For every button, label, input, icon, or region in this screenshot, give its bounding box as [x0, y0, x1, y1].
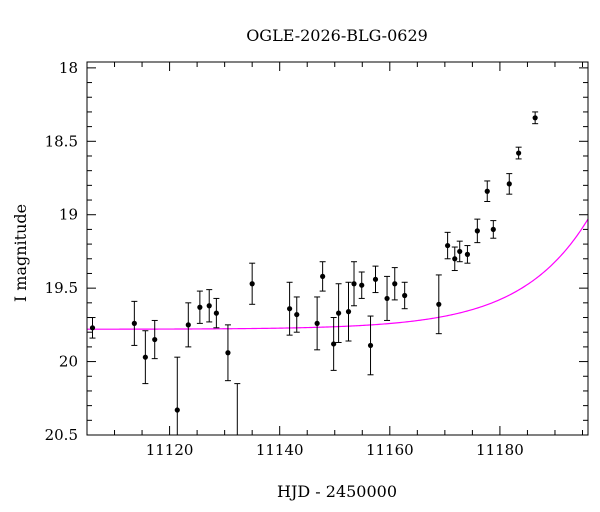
data-point [452, 256, 458, 262]
data-point [197, 304, 203, 310]
y-tick-label: 20.5 [45, 426, 78, 444]
data-point [287, 306, 293, 312]
data-point [206, 303, 212, 309]
data-point [131, 320, 137, 326]
x-tick-label: 11160 [366, 441, 414, 459]
y-axis-label: I magnitude [11, 204, 30, 302]
data-point [336, 310, 342, 316]
data-point [384, 295, 390, 302]
plot-frame [86, 61, 589, 436]
data-point [249, 281, 255, 287]
x-axis-label: HJD - 2450000 [277, 482, 397, 501]
data-point [474, 228, 480, 234]
data-point [142, 354, 148, 360]
data-point [314, 320, 320, 326]
data-point [351, 281, 357, 287]
data-point [152, 336, 158, 343]
data-point [457, 248, 463, 255]
data-point [294, 311, 300, 318]
y-tick-label: 18 [59, 59, 78, 77]
y-tick-label: 19 [59, 206, 78, 224]
data-point [235, 440, 240, 445]
data-point [213, 310, 219, 316]
x-tick-label: 11180 [476, 441, 524, 459]
data-point [445, 242, 451, 249]
x-tick-label: 11140 [256, 441, 304, 459]
data-point [402, 292, 408, 299]
data-points-layer [89, 111, 539, 445]
chart-title: OGLE-2026-BLG-0629 [246, 26, 428, 45]
model-curve [87, 218, 588, 330]
data-point [506, 181, 512, 187]
data-point [185, 322, 191, 328]
data-point [372, 276, 379, 282]
data-point [225, 350, 231, 356]
axis-ticks-layer: 11120 11140 11160 11180 18 18.5 19 19.5 20 20.5 [45, 59, 588, 459]
y-tick-label: 18.5 [45, 132, 78, 150]
data-point [490, 226, 496, 233]
data-point [174, 407, 180, 413]
data-point [89, 325, 96, 331]
y-tick-label: 19.5 [45, 279, 78, 297]
data-point [484, 188, 490, 194]
y-tick-label: 20 [59, 353, 78, 371]
data-point [464, 251, 471, 257]
data-point [359, 282, 365, 288]
data-point [516, 150, 522, 156]
data-point [320, 273, 326, 280]
data-point [392, 281, 398, 287]
x-tick-label: 11120 [146, 441, 194, 459]
data-point [532, 115, 538, 121]
data-point [345, 309, 352, 315]
data-point [436, 301, 442, 307]
data-point [331, 341, 337, 347]
model-curve-layer [87, 218, 588, 330]
data-point [367, 342, 374, 349]
